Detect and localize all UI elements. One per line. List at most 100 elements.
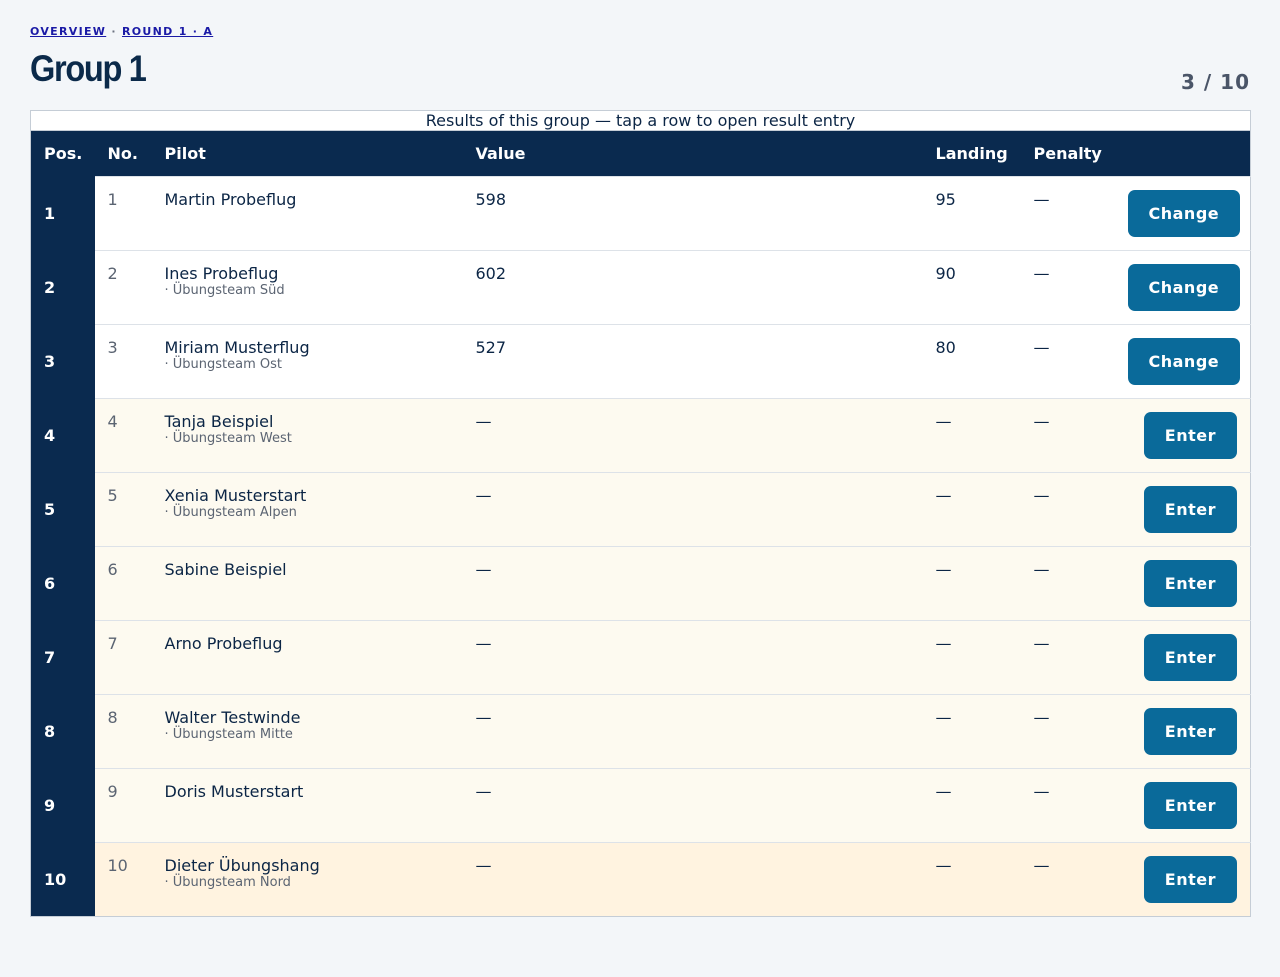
results-table: Results of this group — tap a row to ope… [30, 110, 1251, 917]
breadcrumb-link[interactable]: ROUND 1 · A [121, 25, 214, 38]
value-cell: 527 [462, 324, 923, 399]
action-cell: Enter [1114, 546, 1251, 621]
progress-counter: 3 / 10 [1181, 70, 1250, 94]
pilot-name: Martin Probeflug [164, 190, 297, 209]
column-header-empty [1114, 130, 1251, 177]
result-row[interactable]: 8 8 Walter Testwinde · Übungsteam Mitte — — — E… [30, 694, 1251, 769]
action-button[interactable]: Enter [1143, 708, 1237, 755]
position-cell: 8 [30, 694, 95, 769]
column-header: Penalty [1020, 130, 1115, 177]
landing-cell: — [922, 472, 1021, 547]
result-row[interactable]: 1 1 Martin Probeflug 598 95— Change [30, 176, 1251, 251]
action-button[interactable]: Enter [1143, 560, 1237, 607]
pilot-name: Sabine Beispiel [164, 560, 287, 579]
pilot-cell: Sabine Beispiel [151, 546, 463, 621]
number-cell: 2 [94, 250, 152, 325]
value-cell: — [462, 694, 923, 769]
penalty-cell: — [1020, 768, 1115, 843]
pilot-name: Tanja Beispiel [164, 412, 274, 431]
landing-cell: — [922, 546, 1021, 621]
column-header: Value [462, 130, 923, 177]
number-cell: 9 [94, 768, 152, 843]
result-row[interactable]: 10 10 Dieter Übungshang · Übungsteam Nord — —… [30, 842, 1251, 917]
position-cell: 9 [30, 768, 95, 843]
pilot-name: Walter Testwinde [164, 708, 301, 727]
result-row[interactable]: 2 2 Ines Probeflug · Übungsteam Süd 602 90— Ch… [30, 250, 1251, 325]
column-header: No. [94, 130, 152, 177]
landing-cell: — [922, 620, 1021, 695]
number-cell: 4 [94, 398, 152, 473]
pilot-team: · Übungsteam Alpen [164, 505, 297, 520]
position-cell: 2 [30, 250, 95, 325]
position-cell: 1 [30, 176, 95, 251]
breadcrumb-link[interactable]: OVERVIEW [30, 25, 107, 38]
result-row[interactable]: 7 7 Arno Probeflug — — — Enter [30, 620, 1251, 695]
action-cell: Change [1114, 324, 1251, 399]
action-button[interactable]: Enter [1143, 412, 1237, 459]
pilot-cell: Arno Probeflug [151, 620, 463, 695]
action-button[interactable]: Enter [1143, 782, 1237, 829]
pilot-cell: Tanja Beispiel · Übungsteam West [151, 398, 463, 473]
penalty-cell: — [1020, 694, 1115, 769]
result-row[interactable]: 4 4 Tanja Beispiel · Übungsteam West — — — Ente… [30, 398, 1251, 473]
pilot-cell: Ines Probeflug · Übungsteam Süd [151, 250, 463, 325]
action-cell: Enter [1114, 842, 1251, 917]
action-cell: Enter [1114, 472, 1251, 547]
value-cell: — [462, 546, 923, 621]
position-cell: 6 [30, 546, 95, 621]
number-cell: 7 [94, 620, 152, 695]
penalty-cell: — [1020, 546, 1115, 621]
landing-cell: — [922, 768, 1021, 843]
landing-cell: — [922, 842, 1021, 917]
pilot-team: · Übungsteam West [164, 431, 292, 446]
value-cell: — [462, 768, 923, 843]
position-cell: 7 [30, 620, 95, 695]
pilot-cell: Martin Probeflug [151, 176, 463, 251]
penalty-cell: — [1020, 176, 1115, 251]
action-cell: Enter [1114, 768, 1251, 843]
number-cell: 10 [94, 842, 152, 917]
action-button[interactable]: Enter [1143, 856, 1237, 903]
position-cell: 5 [30, 472, 95, 547]
action-button[interactable]: Change [1127, 264, 1241, 311]
pilot-name: Doris Musterstart [164, 782, 304, 801]
pilot-team: · Übungsteam Süd [164, 283, 285, 298]
number-cell: 1 [94, 176, 152, 251]
landing-cell: 95 [922, 176, 1021, 251]
action-button[interactable]: Change [1127, 190, 1241, 237]
pilot-name: Miriam Musterflug [164, 338, 310, 357]
column-header: Landing [922, 130, 1021, 177]
header-row: Pos. No. Pilot Value Landing Penalty [30, 130, 1251, 177]
landing-cell: 80 [922, 324, 1021, 399]
value-cell: 598 [462, 176, 923, 251]
number-cell: 5 [94, 472, 152, 547]
pilot-cell: Walter Testwinde · Übungsteam Mitte [151, 694, 463, 769]
result-row[interactable]: 6 6 Sabine Beispiel — — — Enter [30, 546, 1251, 621]
value-cell: — [462, 620, 923, 695]
pilot-cell: Dieter Übungshang · Übungsteam Nord [151, 842, 463, 917]
position-cell: 10 [30, 842, 95, 917]
pilot-team: · Übungsteam Nord [164, 875, 291, 890]
table-caption: Results of this group — tap a row to ope… [30, 110, 1251, 130]
pilot-cell: Doris Musterstart [151, 768, 463, 843]
pilot-cell: Miriam Musterflug · Übungsteam Ost [151, 324, 463, 399]
action-cell: Enter [1114, 398, 1251, 473]
number-cell: 6 [94, 546, 152, 621]
result-row[interactable]: 9 9 Doris Musterstart — — — Enter [30, 768, 1251, 843]
page-title: Group 1 [30, 48, 147, 89]
result-row[interactable]: 5 5 Xenia Musterstart · Übungsteam Alpen — — —… [30, 472, 1251, 547]
pilot-team: · Übungsteam Mitte [164, 727, 293, 742]
pilot-name: Dieter Übungshang [164, 856, 320, 875]
penalty-cell: — [1020, 472, 1115, 547]
action-cell: Enter [1114, 694, 1251, 769]
action-button[interactable]: Enter [1143, 634, 1237, 681]
landing-cell: — [922, 398, 1021, 473]
breadcrumb-separator: · [111, 25, 117, 38]
column-header: Pos. [30, 130, 95, 177]
penalty-cell: — [1020, 842, 1115, 917]
penalty-cell: — [1020, 324, 1115, 399]
result-row[interactable]: 3 3 Miriam Musterflug · Übungsteam Ost 527 80… [30, 324, 1251, 399]
action-button[interactable]: Enter [1143, 486, 1237, 533]
number-cell: 3 [94, 324, 152, 399]
action-button[interactable]: Change [1127, 338, 1241, 385]
